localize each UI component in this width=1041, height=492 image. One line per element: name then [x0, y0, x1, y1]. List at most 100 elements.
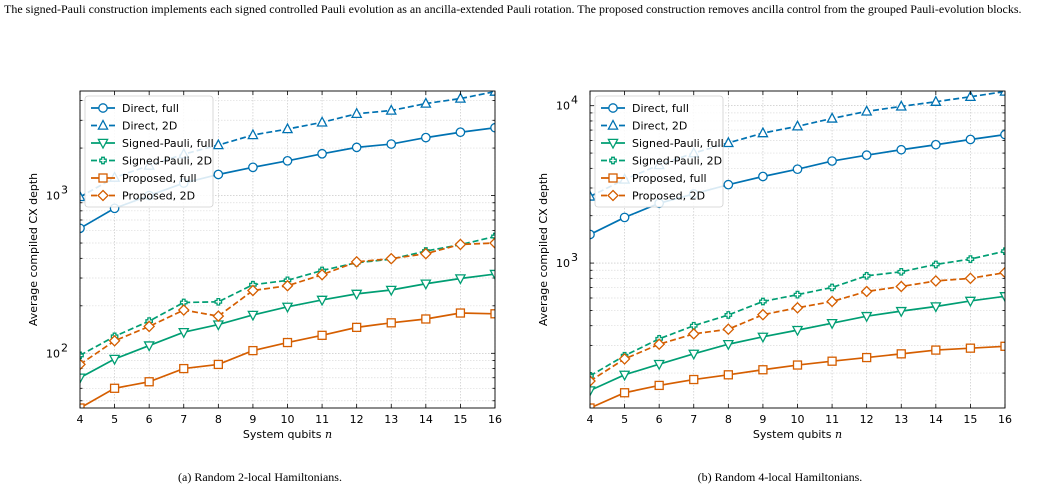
data-point-signed-pauli-full	[653, 359, 665, 371]
data-point-signed-pauli-2d	[931, 260, 940, 269]
data-point-signed-pauli-full	[454, 274, 467, 285]
data-point-direct-full	[248, 162, 258, 173]
data-point-proposed-full	[758, 365, 768, 375]
data-point-signed-pauli-2d	[724, 311, 733, 319]
x-tick-label: 12	[860, 413, 874, 426]
data-point-proposed-2d	[454, 238, 467, 251]
x-tick-label: 15	[963, 413, 977, 426]
data-point-proposed-full	[862, 352, 872, 363]
data-point-proposed-full	[213, 359, 223, 370]
data-point-direct-2d	[420, 97, 432, 108]
data-point-proposed-2d	[653, 338, 666, 351]
data-point-direct-2d	[757, 126, 769, 138]
data-point-proposed-2d	[489, 237, 495, 249]
data-point-direct-2d	[826, 112, 838, 123]
data-point-proposed-2d	[791, 301, 804, 314]
data-point-signed-pauli-2d	[828, 283, 836, 292]
legend-marker-signed-pauli-2d	[609, 156, 617, 165]
data-point-signed-pauli-2d	[689, 321, 698, 330]
data-point-proposed-full	[723, 370, 733, 380]
legend-marker-signed-pauli-2d	[99, 156, 107, 165]
data-point-signed-pauli-full	[791, 325, 804, 337]
data-point-proposed-2d	[246, 284, 259, 297]
data-point-signed-pauli-full	[420, 279, 432, 291]
y-tick-label: 10	[46, 190, 60, 203]
data-point-signed-pauli-full	[618, 370, 631, 382]
data-point-proposed-2d	[999, 266, 1005, 279]
y-tick-label: 10	[46, 347, 60, 360]
legend-label-signed-pauli-2d: Signed-Pauli, 2D	[632, 155, 722, 168]
x-tick-label: 11	[315, 413, 329, 426]
data-point-direct-2d	[454, 92, 467, 103]
data-point-proposed-2d	[316, 268, 329, 281]
x-tick-label: 13	[894, 413, 908, 426]
data-point-direct-full	[282, 155, 293, 166]
data-point-signed-pauli-full	[999, 292, 1005, 303]
data-point-signed-pauli-full	[178, 327, 190, 339]
data-point-direct-2d	[999, 91, 1005, 96]
caption-a: (a) Random 2-local Hamiltonians.	[178, 470, 342, 484]
data-point-proposed-2d	[895, 280, 908, 293]
legend: Direct, full Direct, 2D Signed-Pauli, full…	[594, 95, 724, 208]
legend-marker-direct-full	[608, 103, 618, 113]
legend-label-proposed-2d: Proposed, 2D	[632, 190, 705, 203]
x-axis-label: System qubits n	[243, 428, 332, 441]
data-point-direct-2d	[247, 128, 259, 140]
data-point-signed-pauli-full	[316, 295, 328, 307]
x-axis-label: System qubits n	[753, 428, 842, 441]
y-axis-label: Average compiled CX depth	[537, 173, 550, 326]
data-point-direct-2d	[80, 190, 86, 202]
data-point-proposed-2d	[964, 272, 977, 285]
data-point-proposed-full	[490, 309, 495, 319]
data-point-proposed-full	[590, 403, 595, 408]
data-point-proposed-2d	[350, 255, 363, 268]
legend-label-direct-full: Direct, full	[122, 102, 179, 115]
data-point-signed-pauli-2d	[759, 297, 767, 306]
x-tick-label: 14	[419, 413, 433, 426]
data-point-direct-2d	[281, 122, 294, 134]
legend-label-proposed-full: Proposed, full	[632, 172, 707, 185]
data-point-signed-pauli-2d	[80, 351, 84, 360]
x-tick-label: 7	[690, 413, 697, 426]
x-tick-label: 16	[488, 413, 502, 426]
data-point-proposed-full	[109, 383, 120, 393]
data-point-direct-2d	[964, 91, 977, 101]
data-point-proposed-2d	[826, 295, 839, 308]
data-point-direct-full	[455, 127, 466, 138]
data-point-direct-full	[827, 156, 837, 166]
legend-marker-signed-pauli-full	[97, 138, 109, 150]
data-point-proposed-full	[80, 403, 85, 408]
figure-a: 4 5 6 7 8 9 10 11 12 13 14 15 16 10 2 10 3 System qubits …	[0, 78, 520, 468]
data-point-proposed-full	[248, 345, 258, 356]
y-tick-label: 10	[556, 100, 570, 113]
data-point-signed-pauli-full	[350, 289, 363, 301]
data-point-signed-pauli-full	[688, 349, 700, 361]
data-point-signed-pauli-full	[80, 373, 86, 385]
legend-marker-direct-full	[98, 103, 108, 113]
x-tick-label: 14	[929, 413, 943, 426]
data-point-proposed-2d	[143, 320, 156, 333]
data-point-proposed-full	[896, 349, 906, 359]
data-point-direct-2d	[350, 107, 363, 119]
plot-area	[80, 91, 495, 408]
legend-marker-direct-2d	[97, 119, 109, 130]
legend-label-signed-pauli-full: Signed-Pauli, full	[122, 137, 214, 150]
x-tick-label: 11	[825, 413, 839, 426]
data-point-signed-pauli-2d	[862, 271, 871, 280]
x-tick-label: 5	[111, 413, 118, 426]
data-point-signed-pauli-full	[385, 285, 397, 297]
data-point-direct-full	[213, 169, 224, 180]
data-point-signed-pauli-full	[590, 386, 596, 397]
data-point-direct-full	[965, 134, 976, 145]
data-point-proposed-2d	[929, 275, 942, 287]
data-point-direct-full	[351, 142, 362, 153]
legend-label-signed-pauli-2d: Signed-Pauli, 2D	[122, 155, 212, 168]
data-point-signed-pauli-2d	[897, 267, 906, 276]
x-tick-label: 6	[146, 413, 153, 426]
data-point-signed-pauli-full	[489, 269, 495, 281]
x-tick-label: 15	[453, 413, 467, 426]
data-point-signed-pauli-full	[143, 341, 155, 352]
data-point-signed-pauli-full	[860, 311, 873, 323]
data-point-proposed-2d	[756, 308, 769, 321]
